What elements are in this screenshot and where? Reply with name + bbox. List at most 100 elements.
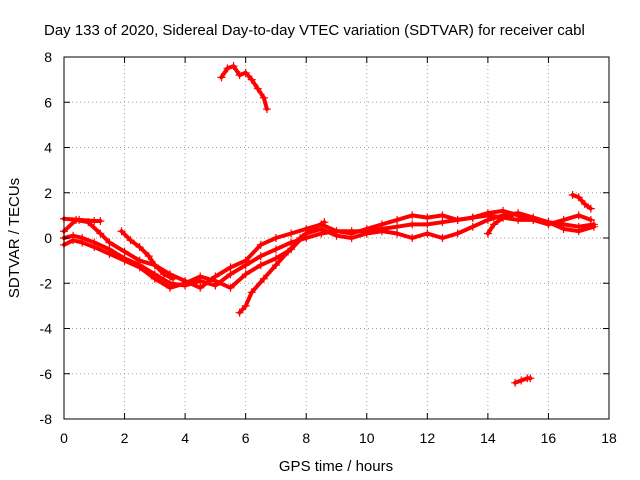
y-tick-label: 6 xyxy=(44,94,52,110)
data-point xyxy=(259,274,268,283)
data-point xyxy=(284,247,293,256)
x-tick-label: 0 xyxy=(60,430,68,446)
data-point xyxy=(438,218,447,227)
data-traces xyxy=(60,62,598,387)
y-tick-label: 2 xyxy=(44,185,52,201)
data-point xyxy=(241,301,250,310)
data-point xyxy=(90,243,99,252)
data-point xyxy=(559,224,568,233)
data-point xyxy=(126,236,135,245)
data-point xyxy=(226,263,235,272)
data-point xyxy=(229,62,238,71)
data-point xyxy=(262,105,271,114)
data-point xyxy=(517,376,526,385)
series-line xyxy=(570,193,593,211)
y-tick-labels: 8 6 4 2 0 -2 -4 -6 -8 xyxy=(40,49,53,427)
data-point xyxy=(332,227,341,236)
data-point xyxy=(241,68,250,77)
data-point xyxy=(271,254,280,263)
data-point xyxy=(483,229,492,238)
data-point xyxy=(489,220,498,229)
data-point xyxy=(574,227,583,236)
data-point xyxy=(508,211,517,220)
data-point xyxy=(247,288,256,297)
data-point xyxy=(453,215,462,224)
data-point xyxy=(105,249,114,258)
data-point xyxy=(499,206,508,215)
data-point xyxy=(511,378,520,387)
data-point xyxy=(144,252,153,261)
data-point xyxy=(438,211,447,220)
data-point xyxy=(235,71,244,80)
series-track-10 xyxy=(483,211,517,238)
data-point xyxy=(393,222,402,231)
data-point xyxy=(196,272,205,281)
series-track-9 xyxy=(568,191,595,213)
chart-title: Day 133 of 2020, Sidereal Day-to-day VTE… xyxy=(44,22,585,39)
x-tick-labels: 0 2 4 6 8 10 12 14 16 18 xyxy=(60,430,617,446)
data-point xyxy=(468,213,477,222)
data-point xyxy=(568,191,577,200)
data-point xyxy=(574,193,583,202)
data-point xyxy=(256,240,265,249)
data-point xyxy=(96,217,105,226)
data-point xyxy=(181,276,190,285)
data-point xyxy=(135,243,144,252)
data-point xyxy=(135,263,144,272)
x-tick-label: 12 xyxy=(420,430,436,446)
data-point xyxy=(574,211,583,220)
data-point xyxy=(159,270,168,279)
data-point xyxy=(120,256,129,265)
data-point xyxy=(559,215,568,224)
data-point xyxy=(423,229,432,238)
series-track-6 xyxy=(235,218,329,317)
data-point xyxy=(75,215,84,224)
data-point xyxy=(226,270,235,279)
data-point xyxy=(589,222,598,231)
data-point xyxy=(241,256,250,265)
data-point xyxy=(217,73,226,82)
data-point xyxy=(408,211,417,220)
data-point xyxy=(271,234,280,242)
y-tick-label: 8 xyxy=(44,49,52,65)
y-tick-label: 4 xyxy=(44,140,52,156)
data-point xyxy=(499,213,508,222)
data-point xyxy=(308,224,317,233)
data-point xyxy=(105,238,114,247)
data-point xyxy=(69,236,78,245)
data-point xyxy=(483,215,492,224)
series-track-8 xyxy=(511,374,535,387)
x-tick-label: 18 xyxy=(601,430,617,446)
data-point xyxy=(526,374,535,383)
y-tick-label: -4 xyxy=(40,321,53,337)
y-tick-label: -2 xyxy=(40,275,53,291)
data-point xyxy=(241,270,250,279)
data-point xyxy=(580,200,589,209)
x-tick-label: 6 xyxy=(242,430,250,446)
y-tick-label: -8 xyxy=(40,411,53,427)
x-tick-label: 14 xyxy=(480,430,496,446)
data-point xyxy=(256,252,265,261)
data-point xyxy=(196,283,205,292)
data-point xyxy=(259,93,268,102)
data-point xyxy=(377,227,386,236)
data-point xyxy=(468,222,477,231)
data-point xyxy=(256,261,265,270)
data-point xyxy=(408,220,417,229)
data-point xyxy=(320,218,329,227)
data-point xyxy=(393,229,402,238)
data-point xyxy=(253,84,262,93)
data-point xyxy=(78,238,87,247)
data-point xyxy=(362,224,371,233)
data-point xyxy=(586,215,595,224)
x-tick-label: 16 xyxy=(541,430,557,446)
data-point xyxy=(271,261,280,270)
data-point xyxy=(135,256,144,265)
data-point xyxy=(211,272,220,281)
data-point xyxy=(117,227,126,236)
data-point xyxy=(247,75,256,84)
data-point xyxy=(544,220,553,229)
data-point xyxy=(296,234,305,242)
y-tick-label: -6 xyxy=(40,366,53,382)
y-tick-label: 0 xyxy=(44,230,52,246)
